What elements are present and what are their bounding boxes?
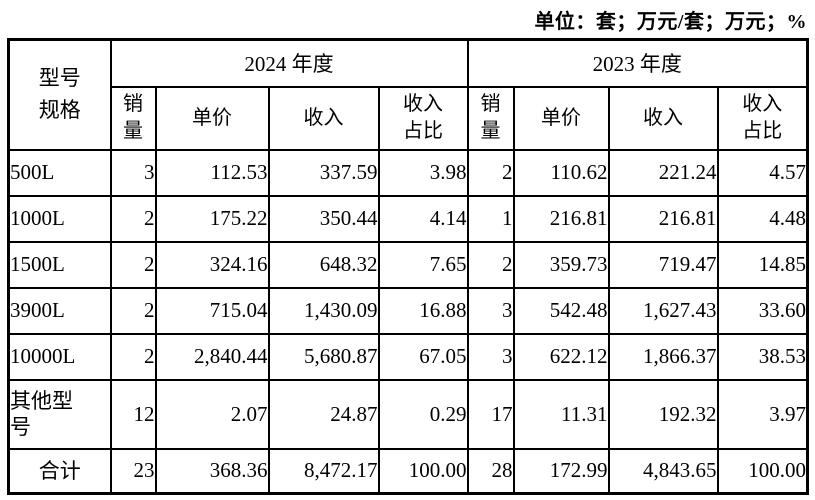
data-cell: 100.00 <box>716 447 809 495</box>
header-2024-price: 单价 <box>154 85 270 151</box>
table-row: 其他型 号 12 2.07 24.87 0.29 17 11.31 192.32 3.97 <box>7 378 809 450</box>
data-cell: 24.87 <box>267 378 380 450</box>
subheader-row: 销 量 单价 收入 收入 占比 销 量 单价 收入 收入 占比 <box>9 85 809 151</box>
data-cell: 2 <box>466 240 515 289</box>
sales-by-model-table: 型号 规格 2024 年度 2023 年度 销 量 单价 收入 收入 占比 销 … <box>7 38 809 495</box>
data-cell: 3 <box>109 148 157 197</box>
data-cell: 2 <box>109 194 157 243</box>
data-cell: 3.97 <box>716 378 809 450</box>
table-row: 1000L 2 175.22 350.44 4.14 1 216.81 216.81 4.48 <box>7 194 809 243</box>
data-cell: 0.29 <box>377 378 469 450</box>
model-label: 3900L <box>7 286 112 335</box>
data-cell: 337.59 <box>267 148 380 197</box>
data-cell: 3 <box>466 332 515 381</box>
data-cell: 221.24 <box>607 148 719 197</box>
table-header: 型号 规格 2024 年度 2023 年度 销 量 单价 收入 收入 占比 销 … <box>7 38 809 151</box>
data-cell: 2.07 <box>154 378 270 450</box>
data-cell: 622.12 <box>512 332 610 381</box>
data-cell: 2 <box>109 240 157 289</box>
data-cell: 5,680.87 <box>267 332 380 381</box>
header-2023-qty: 销 量 <box>466 85 515 151</box>
data-cell: 175.22 <box>154 194 270 243</box>
data-cell: 4,843.65 <box>607 447 719 495</box>
data-cell: 1,627.43 <box>607 286 719 335</box>
header-2024-qty: 销 量 <box>109 85 157 151</box>
table-row: 500L 3 112.53 337.59 3.98 2 110.62 221.24 4.57 <box>7 148 809 197</box>
data-cell: 38.53 <box>716 332 809 381</box>
data-cell: 216.81 <box>607 194 719 243</box>
year-header-row: 型号 规格 2024 年度 2023 年度 <box>7 38 809 151</box>
data-cell: 33.60 <box>716 286 809 335</box>
data-cell: 112.53 <box>154 148 270 197</box>
data-cell: 67.05 <box>377 332 469 381</box>
data-cell: 368.36 <box>154 447 270 495</box>
data-cell: 12 <box>109 378 157 450</box>
data-cell: 648.32 <box>267 240 380 289</box>
data-cell: 359.73 <box>512 240 610 289</box>
data-cell: 1,866.37 <box>607 332 719 381</box>
table-row: 合计 23 368.36 8,472.17 100.00 28 172.99 4,843.65… <box>7 447 809 495</box>
table-row: 3900L 2 715.04 1,430.09 16.88 3 542.48 1,627.43… <box>7 286 809 335</box>
data-cell: 192.32 <box>607 378 719 450</box>
data-cell: 542.48 <box>512 286 610 335</box>
data-cell: 2 <box>109 286 157 335</box>
data-cell: 350.44 <box>267 194 380 243</box>
data-cell: 110.62 <box>512 148 610 197</box>
table-row: 10000L 2 2,840.44 5,680.87 67.05 3 622.12 1,866… <box>7 332 809 381</box>
header-year-2023: 2023 年度 <box>466 38 809 88</box>
data-cell: 3.98 <box>377 148 469 197</box>
header-2023-revenue: 收入 <box>607 85 719 151</box>
data-cell: 7.65 <box>377 240 469 289</box>
data-cell: 3 <box>466 286 515 335</box>
model-label: 其他型 号 <box>7 378 112 450</box>
data-cell: 324.16 <box>154 240 270 289</box>
header-model-spec: 型号 规格 <box>7 38 112 151</box>
data-cell: 715.04 <box>154 286 270 335</box>
data-cell: 11.31 <box>512 378 610 450</box>
data-cell: 23 <box>109 447 157 495</box>
table-body: 500L 3 112.53 337.59 3.98 2 110.62 221.24 4.57 10… <box>7 148 809 495</box>
data-cell: 2 <box>466 148 515 197</box>
data-cell: 17 <box>466 378 515 450</box>
data-cell: 28 <box>466 447 515 495</box>
data-cell: 14.85 <box>716 240 809 289</box>
model-label: 1000L <box>7 194 112 243</box>
data-cell: 4.14 <box>377 194 469 243</box>
data-cell: 4.48 <box>716 194 809 243</box>
data-cell: 16.88 <box>377 286 469 335</box>
header-year-2024: 2024 年度 <box>109 38 469 88</box>
unit-note: 单位：套；万元/套；万元；% <box>534 11 807 33</box>
data-cell: 2,840.44 <box>154 332 270 381</box>
header-2023-price: 单价 <box>512 85 610 151</box>
data-cell: 1 <box>466 194 515 243</box>
model-label: 10000L <box>7 332 112 381</box>
data-cell: 1,430.09 <box>267 286 380 335</box>
data-cell: 719.47 <box>607 240 719 289</box>
header-2024-share: 收入 占比 <box>377 85 469 151</box>
model-label: 500L <box>7 148 112 197</box>
data-cell: 4.57 <box>716 148 809 197</box>
header-2023-share: 收入 占比 <box>716 85 809 151</box>
data-cell: 216.81 <box>512 194 610 243</box>
header-2024-revenue: 收入 <box>267 85 380 151</box>
data-cell: 172.99 <box>512 447 610 495</box>
data-cell: 2 <box>109 332 157 381</box>
data-cell: 8,472.17 <box>267 447 380 495</box>
model-label: 合计 <box>7 447 112 495</box>
data-cell: 100.00 <box>377 447 469 495</box>
table-row: 1500L 2 324.16 648.32 7.65 2 359.73 719.47 14.85 <box>7 240 809 289</box>
model-label: 1500L <box>7 240 112 289</box>
